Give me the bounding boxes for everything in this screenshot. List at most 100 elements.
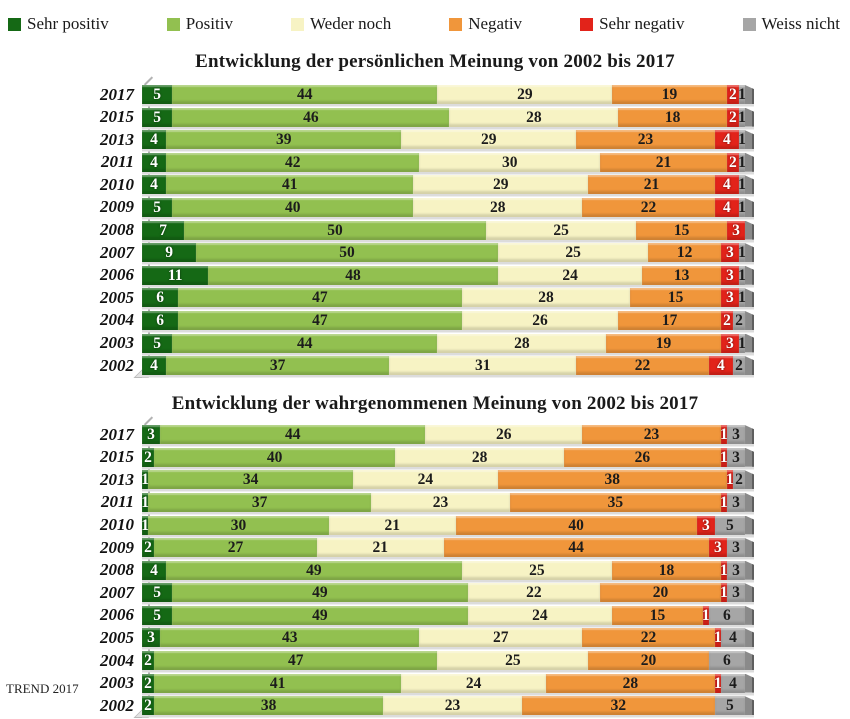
segment-value: 5 xyxy=(153,606,161,624)
bar-segment: 6 xyxy=(708,605,745,625)
bar-segment: 3 xyxy=(726,220,745,240)
segment-value: 35 xyxy=(607,493,624,511)
segment-value: 38 xyxy=(604,471,621,489)
segment-value: 21 xyxy=(643,176,660,194)
segment-value: 4 xyxy=(150,153,158,171)
bar-segment: 4 xyxy=(142,130,167,150)
bar-segment: 17 xyxy=(618,310,721,330)
bar-3d-cap xyxy=(745,220,754,240)
segment-value: 49 xyxy=(312,584,328,602)
bar-segment: 4 xyxy=(720,673,745,693)
legend-swatch-weiss-nicht-icon xyxy=(742,17,756,31)
legend-swatch-sehr-negativ-icon xyxy=(580,17,594,31)
bar-segment: 30 xyxy=(148,515,329,535)
stacked-bar: 3 43 27 22 1 4 xyxy=(142,628,755,648)
bar-row: 2008 4 49 25 18 1 3 xyxy=(0,560,850,580)
bar-segment: 27 xyxy=(419,628,583,648)
segment-value: 5 xyxy=(153,108,161,126)
bar-segment: 3 xyxy=(708,538,727,558)
bar-segment: 49 xyxy=(172,605,468,625)
segment-value: 5 xyxy=(726,697,734,715)
stacked-bar: 5 40 28 22 4 1 xyxy=(142,197,754,217)
bar-segment: 19 xyxy=(612,85,727,104)
bar-segment: 3 xyxy=(720,288,739,308)
bar-3d-cap xyxy=(745,288,754,308)
bar-segment: 2 xyxy=(142,538,155,558)
segment-value: 3 xyxy=(732,493,740,511)
bar-segment: 1 xyxy=(738,288,746,308)
bar-segment: 1 xyxy=(714,628,722,648)
bar-segment: 5 xyxy=(142,583,173,603)
bar-segment: 48 xyxy=(208,265,498,285)
chart-rows-personal: 2017 5 44 29 19 2 1 2015 5 46 28 18 2 1 2013 4 39 29 23 4 1 2… xyxy=(0,85,850,376)
segment-value: 25 xyxy=(505,652,521,670)
legend-label: Sehr negativ xyxy=(599,14,685,33)
stacked-bar: 4 39 29 23 4 1 xyxy=(142,130,754,150)
bar-row: 2003 5 44 28 19 3 1 xyxy=(0,333,850,353)
segment-value: 49 xyxy=(306,561,322,579)
bar-segment: 25 xyxy=(461,560,613,580)
year-label: 2011 xyxy=(100,492,134,512)
bar-segment: 3 xyxy=(726,492,745,512)
segment-value: 17 xyxy=(661,311,678,329)
segment-value: 2 xyxy=(728,86,737,103)
bar-3d-cap xyxy=(745,605,754,625)
bar-segment: 2 xyxy=(142,447,155,467)
bar-segment: 39 xyxy=(166,130,402,150)
bar-segment: 1 xyxy=(141,515,149,535)
year-label: 2010 xyxy=(100,515,134,534)
segment-value: 1 xyxy=(738,131,746,149)
bar-segment: 4 xyxy=(142,356,167,376)
segment-value: 1 xyxy=(720,493,728,511)
bar-3d-cap xyxy=(745,333,754,353)
year-label: 2008 xyxy=(100,220,134,240)
stacked-bar: 2 47 25 20 6 xyxy=(142,651,754,671)
segment-value: 1 xyxy=(738,244,746,262)
bar-3d-cap xyxy=(745,538,754,558)
bar-segment: 2 xyxy=(142,651,155,671)
bar-segment: 23 xyxy=(371,492,510,512)
bar-segment: 6 xyxy=(708,651,745,671)
bar-segment: 3 xyxy=(726,538,745,558)
bar-3d-cap xyxy=(744,152,754,172)
stacked-bar: 6 47 28 15 3 1 xyxy=(142,288,754,308)
bar-segment: 43 xyxy=(160,628,420,648)
bar-segment: 20 xyxy=(588,651,709,671)
bar-segment: 28 xyxy=(449,107,619,127)
segment-value: 47 xyxy=(312,289,328,307)
legend-item-sehr-positiv: Sehr positiv xyxy=(8,14,109,34)
segment-value: 1 xyxy=(738,289,746,307)
segment-value: 1 xyxy=(701,606,710,624)
segment-value: 1 xyxy=(720,426,728,444)
segment-value: 12 xyxy=(676,244,693,262)
segment-value: 1 xyxy=(738,108,746,126)
segment-value: 37 xyxy=(251,493,268,511)
segment-value: 13 xyxy=(673,266,690,284)
legend-label: Weiss nicht xyxy=(761,14,840,33)
bar-segment: 49 xyxy=(166,560,462,580)
segment-value: 24 xyxy=(532,606,548,624)
bar-segment: 18 xyxy=(612,560,721,580)
legend-item-weder-noch: Weder noch xyxy=(290,14,391,34)
year-label: 2002 xyxy=(100,355,134,375)
segment-value: 42 xyxy=(284,153,301,171)
legend-label: Positiv xyxy=(185,14,233,33)
bar-segment: 44 xyxy=(172,333,438,353)
bar-segment: 1 xyxy=(701,605,710,625)
bar-row: 2015 2 40 28 26 1 3 xyxy=(0,447,850,467)
bar-row: 2004 2 47 25 20 6 xyxy=(0,651,850,671)
bar-3d-cap xyxy=(745,673,754,693)
segment-value: 2 xyxy=(735,311,743,329)
segment-value: 3 xyxy=(701,516,710,534)
segment-value: 3 xyxy=(732,448,740,466)
bar-segment: 31 xyxy=(389,356,577,376)
segment-value: 1 xyxy=(738,86,746,103)
bar-segment: 47 xyxy=(178,310,462,330)
bar-segment: 15 xyxy=(612,605,703,625)
bar-segment: 24 xyxy=(467,605,613,625)
segment-value: 3 xyxy=(732,221,740,239)
stacked-bar: 2 40 28 26 1 3 xyxy=(142,447,754,467)
bar-3d-cap xyxy=(745,651,754,671)
segment-value: 34 xyxy=(242,471,259,489)
bar-3d-cap xyxy=(745,356,754,376)
